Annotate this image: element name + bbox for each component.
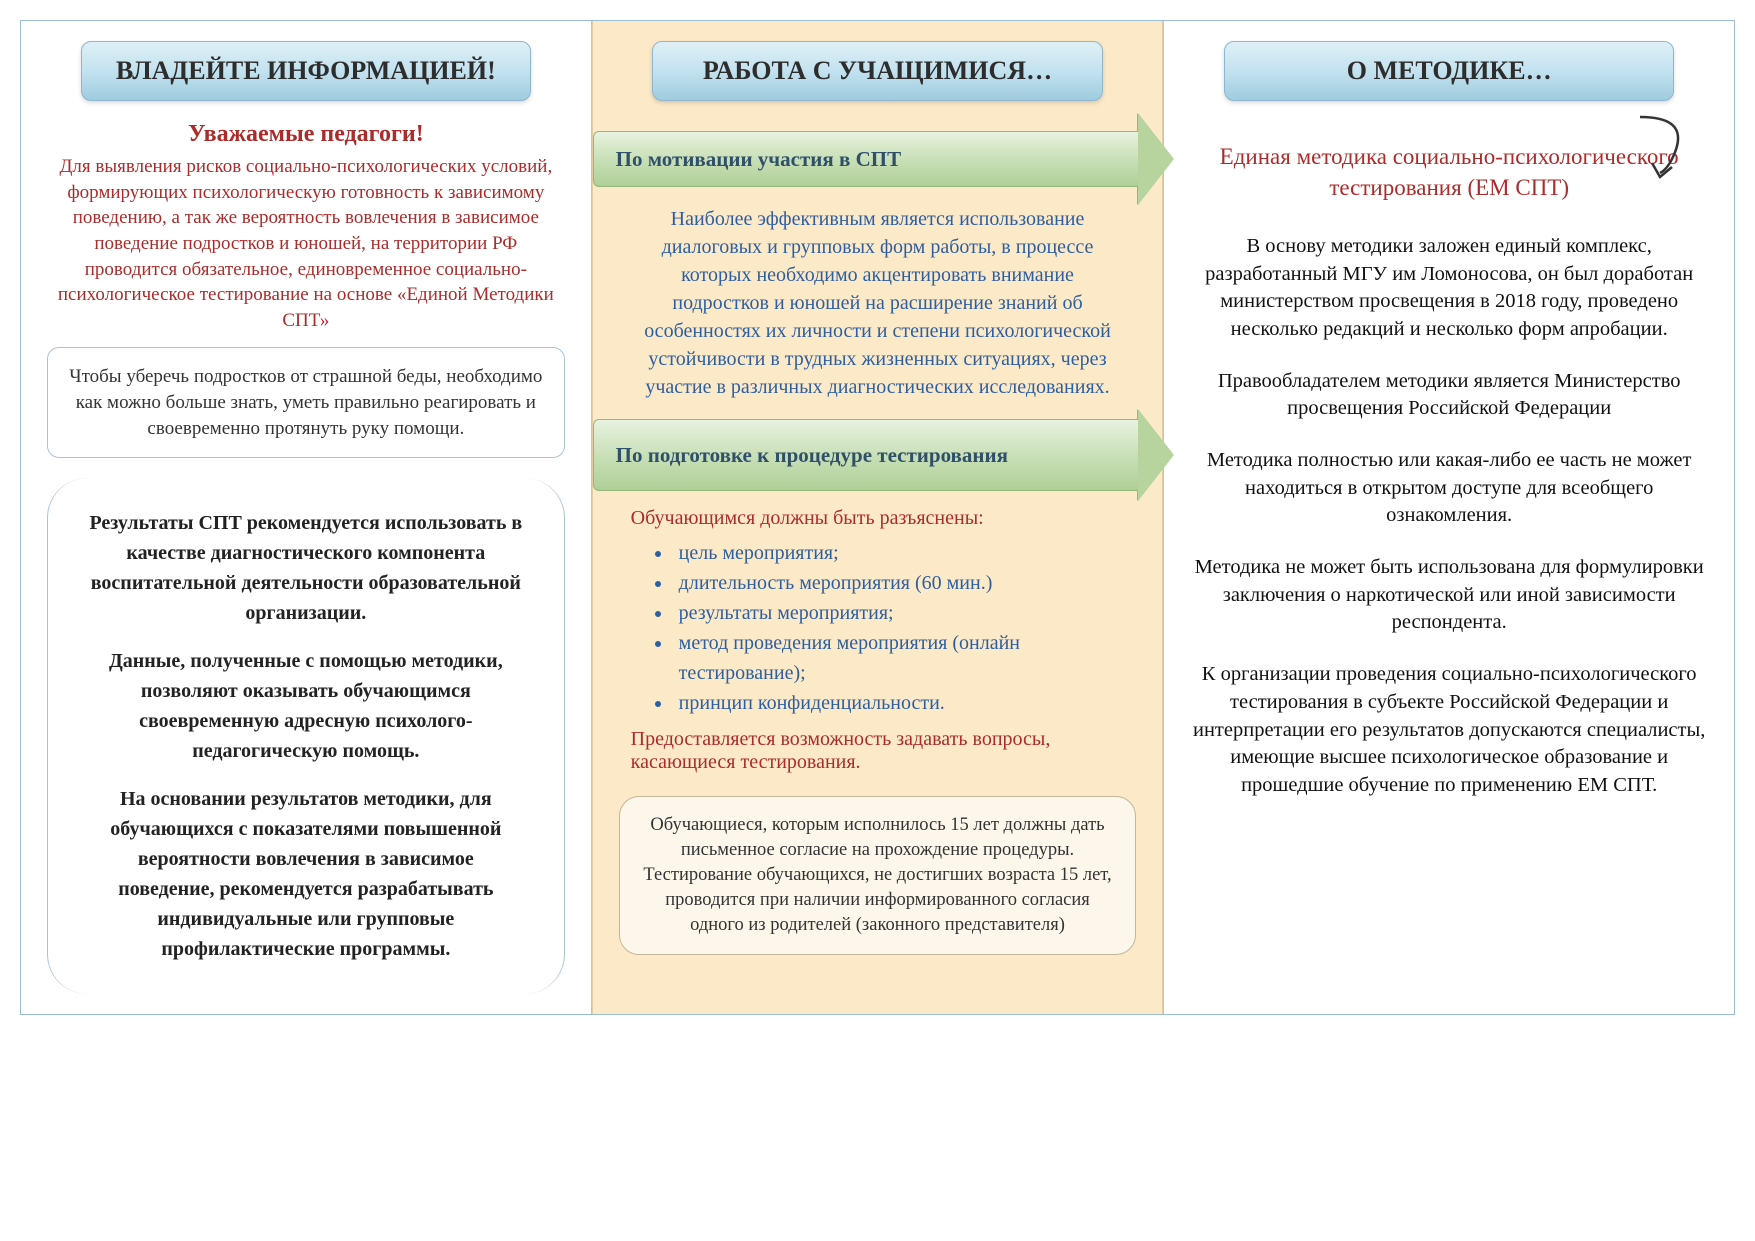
panel2-consent-box: Обучающиеся, которым исполнилось 15 лет … (619, 796, 1137, 955)
panel2-motivation-text: Наиболее эффективным является использова… (613, 199, 1143, 407)
list-item: длительность мероприятия (60 мин.) (673, 568, 1143, 598)
panel1-intro: Для выявления рисков социально-психологи… (41, 154, 571, 333)
arrow-preparation-label: По подготовке к процедуре тестирования (593, 419, 1139, 491)
panel3-p4: Методика не может быть использована для … (1184, 554, 1714, 637)
arrow-right-icon (1138, 113, 1174, 205)
panel3-p5: К организации проведения социально-психо… (1184, 661, 1714, 799)
panel1-header: ВЛАДЕЙТЕ ИНФОРМАЦИЕЙ! (81, 41, 531, 101)
panel3-header: О МЕТОДИКЕ… (1224, 41, 1674, 101)
arrow-motivation: По мотивации участия в СПТ (593, 131, 1175, 187)
trifold-brochure: ВЛАДЕЙТЕ ИНФОРМАЦИЕЙ! Уважаемые педагоги… (20, 20, 1735, 1015)
panel1-note-box: Чтобы уберечь подростков от страшной бед… (47, 347, 565, 458)
panel2-explain-list: цель мероприятия; длительность мероприят… (673, 538, 1143, 718)
panel-left: ВЛАДЕЙТЕ ИНФОРМАЦИЕЙ! Уважаемые педагоги… (21, 21, 592, 1014)
panel1-rec3: На основании результатов методики, для о… (88, 784, 524, 964)
arrow-preparation: По подготовке к процедуре тестирования (593, 419, 1175, 491)
panel3-p1: В основу методики заложен единый комплек… (1184, 233, 1714, 344)
panel3-p3: Методика полностью или какая-либо ее час… (1184, 447, 1714, 530)
panel-right: О МЕТОДИКЕ… Единая методика социально-пс… (1163, 21, 1734, 1014)
list-item: цель мероприятия; (673, 538, 1143, 568)
curvy-arrow-icon (1630, 111, 1694, 191)
panel1-recommendations: Результаты СПТ рекомендуется использоват… (47, 478, 565, 994)
panel2-explain-intro: Обучающимся должны быть разъяснены: (613, 503, 1143, 534)
panel1-rec1: Результаты СПТ рекомендуется использоват… (88, 508, 524, 628)
panel2-header: РАБОТА С УЧАЩИМИСЯ… (652, 41, 1102, 101)
arrow-motivation-label: По мотивации участия в СПТ (593, 131, 1139, 187)
list-item: результаты мероприятия; (673, 598, 1143, 628)
arrow-right-icon (1138, 409, 1174, 501)
panel3-p2: Правообладателем методики является Минис… (1184, 368, 1714, 423)
panel1-salutation: Уважаемые педагоги! (41, 121, 571, 148)
list-item: принцип конфиденциальности. (673, 688, 1143, 718)
panel2-explain-outro: Предоставляется возможность задавать воп… (613, 724, 1143, 778)
panel-center: РАБОТА С УЧАЩИМИСЯ… По мотивации участия… (592, 21, 1164, 1014)
panel1-rec2: Данные, полученные с помощью методики, п… (88, 646, 524, 766)
list-item: метод проведения мероприятия (онлайн тес… (673, 628, 1143, 688)
